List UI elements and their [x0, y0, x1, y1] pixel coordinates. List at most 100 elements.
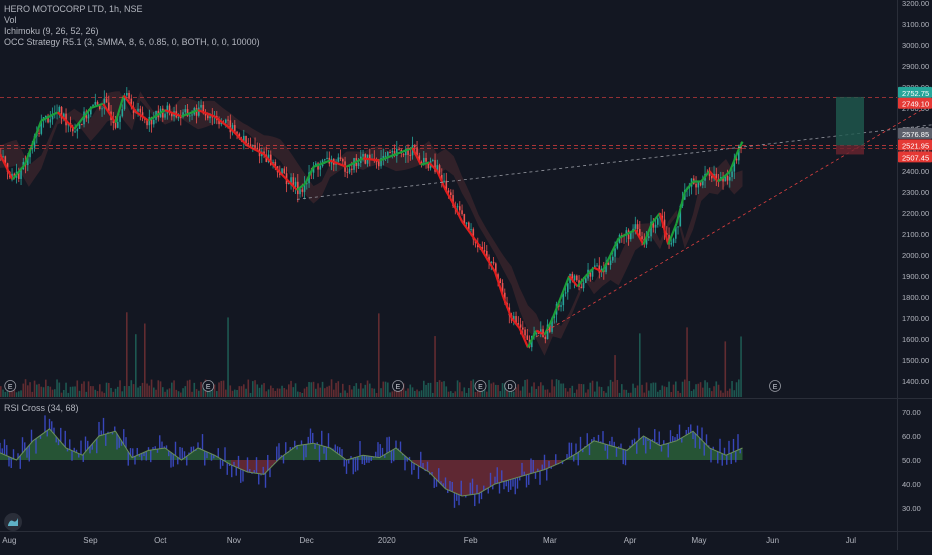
volume-bar	[360, 383, 362, 397]
occ-segment	[737, 141, 744, 151]
candle-body	[123, 95, 126, 110]
price-tick-label: 3000.00	[902, 41, 929, 50]
occ-segment	[147, 109, 166, 122]
stop-zone	[836, 145, 864, 155]
event-marker	[4, 380, 17, 392]
symbol-title[interactable]: HERO MOTOCORP LTD, 1h, NSE	[4, 4, 143, 14]
candle-body	[407, 148, 409, 155]
candle-body	[380, 157, 382, 167]
volume-bar	[38, 383, 40, 397]
event-marker-label: E	[206, 384, 211, 391]
volume-bar	[157, 380, 160, 397]
volume-bar	[605, 392, 607, 397]
candle-body	[306, 183, 308, 185]
volume-bar	[740, 336, 742, 397]
volume-bar	[135, 334, 137, 397]
occ-segment	[197, 109, 215, 118]
candle-body	[130, 98, 133, 108]
occ-segment	[411, 147, 422, 166]
volume-bar	[706, 382, 709, 397]
candle-body	[501, 283, 504, 293]
candle-body	[416, 147, 418, 156]
occ-segment	[675, 191, 686, 224]
candle-body	[211, 116, 214, 118]
candle-body	[636, 224, 639, 229]
candle-body	[317, 163, 319, 170]
volume-bar	[252, 381, 254, 397]
candle-body	[537, 332, 540, 334]
volume-bar	[13, 385, 16, 397]
rsi-tick-label: 30.00	[902, 504, 921, 513]
volume-bar	[625, 389, 628, 397]
candle-body	[634, 224, 637, 229]
candle-body	[137, 108, 139, 112]
candle-body	[499, 279, 502, 284]
volume-bar	[123, 386, 126, 397]
volume-bar	[180, 392, 182, 397]
candle-body	[456, 206, 459, 208]
volume-bar	[108, 382, 110, 397]
candle-body	[146, 119, 148, 126]
candle-body	[90, 106, 92, 115]
tradingview-logo-icon[interactable]	[4, 513, 22, 531]
volume-bar	[675, 381, 677, 397]
candle-body	[560, 305, 562, 307]
candle-body	[369, 154, 371, 159]
volume-bar	[616, 380, 619, 397]
volume-bar	[450, 391, 452, 397]
candle-body	[434, 160, 436, 172]
volume-bar	[321, 381, 324, 397]
candle-body	[4, 156, 7, 164]
volume-bar	[328, 385, 331, 397]
volume-bar	[594, 391, 596, 397]
volume-bar	[265, 391, 268, 397]
volume-bar	[69, 386, 72, 397]
volume-bar	[101, 391, 103, 397]
volume-bar	[618, 392, 621, 397]
occ-strategy-legend[interactable]: OCC Strategy R5.1 (3, SMMA, 8, 6, 0.85, …	[4, 37, 260, 47]
candle-body	[339, 157, 342, 160]
candle-body	[679, 205, 682, 227]
volume-bar	[56, 379, 58, 397]
candle-body	[2, 156, 4, 158]
rsi-fill	[297, 443, 314, 460]
volume-bar	[562, 383, 565, 397]
volume-bar	[526, 379, 529, 397]
volume-bar	[20, 390, 22, 397]
candle-body	[492, 261, 495, 264]
candle-body	[324, 159, 326, 161]
candle-body	[303, 183, 306, 192]
ichimoku-legend[interactable]: Ichimoku (9, 26, 52, 26)	[4, 26, 99, 36]
volume-bar	[389, 392, 391, 397]
candle-body	[326, 157, 328, 160]
price-tick-label: 3100.00	[902, 20, 929, 29]
volume-bar	[114, 388, 117, 397]
candle-body	[427, 161, 430, 169]
volume-bar	[504, 383, 506, 397]
candle-body	[27, 157, 29, 166]
occ-segment	[436, 170, 447, 191]
rsi-cross-legend[interactable]: RSI Cross (34, 68)	[4, 403, 79, 413]
volume-bar	[0, 386, 2, 397]
volume-legend[interactable]: Vol	[4, 15, 17, 25]
volume-bar	[200, 381, 202, 397]
candle-body	[711, 176, 713, 179]
volume-bar	[74, 386, 76, 397]
candle-body	[504, 292, 506, 303]
rsi-bars	[0, 415, 741, 508]
occ-segment	[667, 223, 678, 245]
candle-body	[81, 124, 83, 126]
candle-body	[729, 177, 731, 181]
volume-bar	[733, 390, 736, 397]
candle-body	[735, 158, 738, 161]
volume-bar	[148, 385, 151, 397]
candle-body	[652, 221, 655, 228]
volume-bar	[713, 386, 715, 397]
price-tick-label: 1900.00	[902, 272, 929, 281]
candle-body	[51, 113, 54, 120]
candle-body	[49, 119, 52, 123]
volume-bar	[645, 382, 648, 397]
price-label: 2752.75	[902, 89, 929, 98]
event-marker-label: E	[8, 384, 13, 391]
